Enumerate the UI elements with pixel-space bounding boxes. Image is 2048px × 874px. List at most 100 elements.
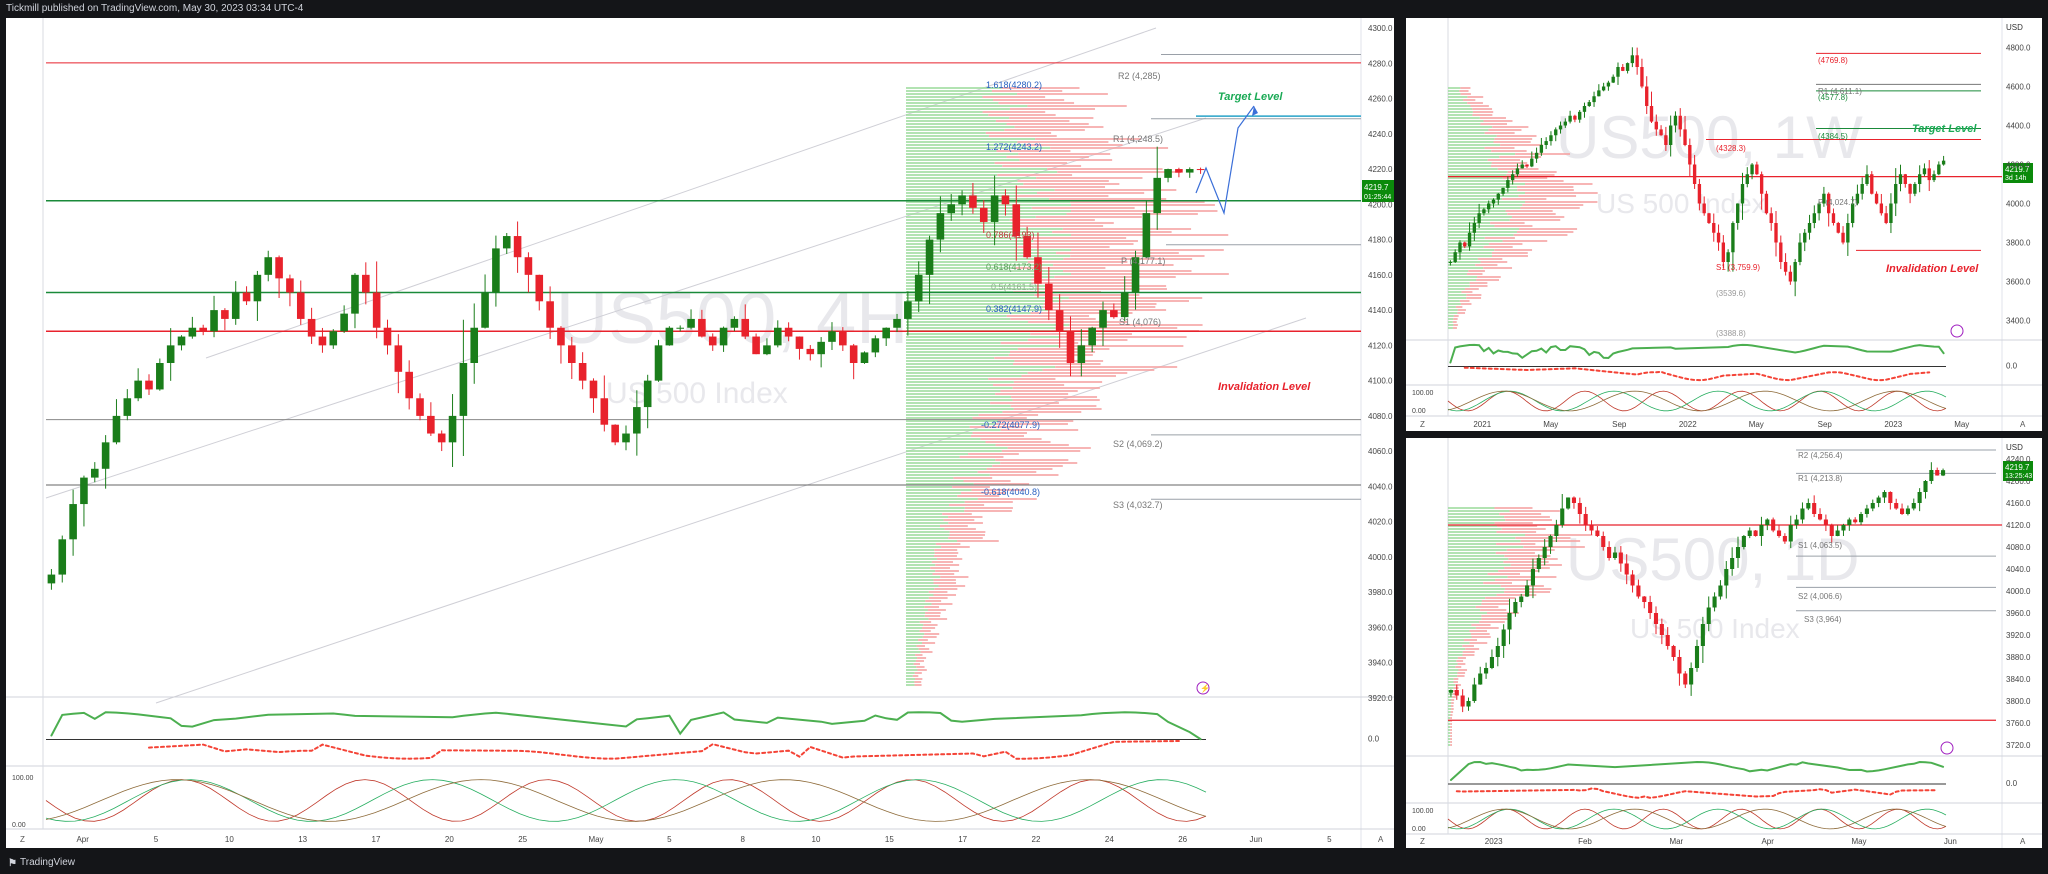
daily-lightning-icon[interactable] — [1940, 741, 1954, 755]
main-candle-body — [568, 345, 576, 363]
weekly-x-tick: May — [1954, 420, 1969, 429]
footer-logo-text[interactable]: TradingView — [20, 857, 76, 868]
lightning-icon[interactable] — [1196, 681, 1210, 695]
daily-candle-body — [1917, 492, 1922, 503]
daily-candle-body — [1630, 574, 1635, 586]
main-x-axis[interactable]: Apr 5 10 13 17 20 25 May 5 8 10 15 17 22 24 26 Jun 5 — [76, 835, 1332, 844]
main-y-tick: 4200.0 — [1368, 200, 1393, 209]
weekly-candle-body — [1592, 96, 1596, 103]
weekly-lightning-icon[interactable] — [1950, 324, 1964, 338]
weekly-s3-label: (3388.8) — [1716, 329, 1746, 338]
weekly-candle-body — [1520, 164, 1524, 169]
main-y-tick: 3960.0 — [1368, 623, 1393, 632]
daily-y-axis[interactable]: 4240.0 4200.0 4160.0 4120.0 4080.0 4040.0 4000… — [2006, 455, 2031, 750]
weekly-candle-body — [1783, 262, 1788, 272]
main-candle-body — [990, 195, 999, 222]
main-candle-body — [437, 433, 446, 443]
daily-candle-body — [1648, 602, 1653, 613]
main-candle-body — [448, 415, 457, 443]
weekly-candle-body — [1611, 76, 1615, 83]
main-candle-body — [925, 239, 934, 275]
daily-zoom-icon[interactable]: Z — [1420, 837, 1425, 846]
main-candle-body — [1088, 327, 1096, 346]
weekly-candle-body — [1487, 203, 1491, 210]
daily-r2-label: R2 (4,256.4) — [1798, 451, 1843, 460]
daily-y-tick: 3800.0 — [2006, 697, 2031, 706]
daily-auto-scale-icon[interactable]: A — [2020, 837, 2026, 846]
weekly-candle-body — [1625, 63, 1630, 71]
main-x-tick: Jun — [1250, 835, 1263, 844]
weekly-zoom-icon[interactable]: Z — [1420, 420, 1425, 429]
main-y-tick: 4160.0 — [1368, 271, 1393, 280]
daily-candle-body — [1730, 558, 1735, 569]
main-x-tick: 13 — [298, 835, 307, 844]
daily-y-tick: 4080.0 — [2006, 543, 2031, 552]
main-candle-body — [1077, 345, 1086, 363]
weekly-auto-scale-icon[interactable]: A — [2020, 420, 2026, 429]
daily-s2-label: S2 (4,006.6) — [1798, 592, 1842, 601]
main-x-tick: 22 — [1032, 835, 1041, 844]
main-candle-body — [112, 415, 121, 443]
weekly-candle-body — [1496, 193, 1500, 200]
daily-candle-body — [1882, 492, 1887, 498]
main-y-tick: 4100.0 — [1368, 377, 1393, 386]
main-candle-body — [296, 292, 305, 319]
daily-x-axis[interactable]: 2023 Feb Mar Apr May Jun — [1485, 837, 1957, 846]
weekly-candle-body — [1889, 203, 1893, 223]
weekly-chart-svg[interactable]: US500, 1W US 500 Index USD (4769.8) R1 (… — [1406, 18, 2042, 431]
zoom-icon[interactable]: Z — [20, 835, 25, 844]
daily-y-tick: 4160.0 — [2006, 499, 2031, 508]
main-x-tick: 26 — [1178, 835, 1187, 844]
main-candle-body — [481, 292, 489, 328]
daily-candle-body — [1484, 668, 1489, 674]
daily-candle-body — [1607, 547, 1612, 558]
daily-candle-body — [1870, 503, 1875, 509]
weekly-candle-body — [1472, 223, 1477, 233]
weekly-x-tick: 2022 — [1679, 420, 1697, 429]
main-candle-body — [1034, 257, 1042, 284]
main-y-tick: 4180.0 — [1368, 236, 1393, 245]
daily-candle-body — [1642, 596, 1647, 602]
main-candle-body — [177, 336, 186, 346]
main-candle-body — [979, 207, 988, 222]
main-candle-body — [318, 336, 327, 346]
daily-candle-body — [1624, 563, 1629, 575]
daily-candle-body — [1812, 503, 1817, 514]
daily-candle-body — [1507, 613, 1512, 630]
daily-chart-panel[interactable]: US500, 1D US 500 Index USD R2 (4,256.4) … — [1406, 438, 2042, 848]
weekly-candle-body — [1506, 180, 1510, 188]
main-candle-body — [817, 341, 825, 355]
main-chart-panel[interactable]: US500, 4H US 500 Index 1.618(4280.2) 1.2… — [6, 18, 1394, 848]
weekly-chart-panel[interactable]: US500, 1W US 500 Index USD (4769.8) R1 (… — [1406, 18, 2042, 431]
weekly-candle-body — [1477, 213, 1481, 223]
weekly-candle-body — [1582, 106, 1587, 112]
weekly-candle-body — [1453, 252, 1457, 262]
daily-chart-svg[interactable]: US500, 1D US 500 Index USD R2 (4,256.4) … — [1406, 438, 2042, 848]
main-x-tick: 17 — [372, 835, 381, 844]
main-y-tick: 4120.0 — [1368, 341, 1393, 350]
weekly-y-axis[interactable]: 4800.0 4600.0 4400.0 4200.0 4000.0 3800.0 3600… — [2006, 44, 2031, 326]
weekly-candle-body — [1649, 106, 1654, 122]
main-candle-body — [1131, 257, 1140, 293]
daily-osc2-tick-bottom: 0.00 — [1412, 826, 1426, 833]
weekly-target-label: Target Level — [1912, 123, 1977, 135]
daily-candle-body — [1923, 481, 1928, 492]
main-candle-body — [231, 292, 240, 319]
daily-watermark-name: US 500 Index — [1630, 613, 1800, 644]
weekly-candle-body — [1812, 213, 1816, 223]
weekly-candle-body — [1721, 242, 1726, 262]
main-x-tick: 10 — [225, 835, 234, 844]
weekly-x-axis[interactable]: 2021 May Sep 2022 May Sep 2023 May — [1473, 420, 1969, 429]
weekly-candle-body — [1788, 271, 1793, 282]
main-chart-svg[interactable]: US500, 4H US 500 Index 1.618(4280.2) 1.2… — [6, 18, 1394, 848]
projection-path — [1195, 105, 1255, 216]
main-osc2-line — [45, 779, 1207, 822]
main-y-axis[interactable]: 4300.0 4280.0 4260.0 4240.0 4220.0 4200.0 4180… — [1368, 24, 1393, 703]
main-candle-body — [253, 274, 262, 302]
weekly-candle-body — [1894, 184, 1898, 204]
auto-scale-icon[interactable]: A — [1378, 835, 1384, 844]
main-candle-body — [741, 318, 750, 337]
weekly-candle-body — [1668, 125, 1673, 145]
main-candle-body — [958, 195, 966, 205]
main-x-tick: 8 — [740, 835, 745, 844]
